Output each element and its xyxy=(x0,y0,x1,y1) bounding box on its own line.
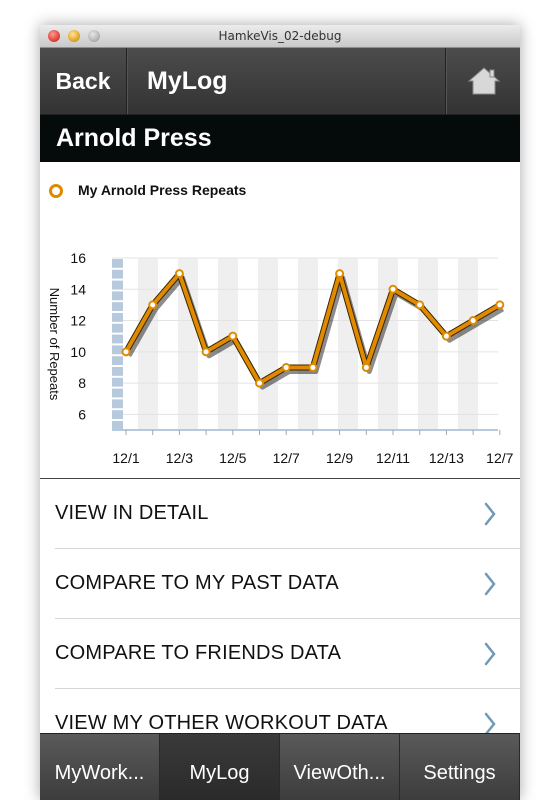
x-tick-label: 12/11 xyxy=(376,450,410,466)
x-tick-label: 12/2 xyxy=(139,475,166,478)
x-tick-label: 12/7 xyxy=(486,450,513,466)
axis-stripe xyxy=(112,334,123,344)
zoom-window-icon[interactable] xyxy=(88,30,100,42)
data-point xyxy=(228,331,238,341)
tab-4[interactable]: Settings xyxy=(400,734,520,800)
back-button[interactable]: Back xyxy=(40,48,127,114)
grid-band xyxy=(418,258,438,430)
tab-2[interactable]: MyLog xyxy=(160,734,280,800)
menu-item-label: COMPARE TO FRIENDS DATA xyxy=(55,642,342,664)
data-point xyxy=(335,269,345,279)
x-tick-label: 12/8 xyxy=(299,475,326,478)
data-point xyxy=(121,347,131,357)
tab-bar: MyWork... MyLog ViewOth... Settings xyxy=(40,733,520,800)
tab-1[interactable]: MyWork... xyxy=(40,734,160,800)
data-point xyxy=(441,331,451,341)
y-tick-label: 8 xyxy=(78,375,86,391)
menu-item-label: VIEW MY OTHER WORKOUT DATA xyxy=(55,712,388,734)
chevron-right-icon xyxy=(484,502,496,526)
home-icon xyxy=(468,67,500,95)
data-point xyxy=(148,300,158,310)
exercise-title: Arnold Press xyxy=(40,115,520,162)
axis-stripe xyxy=(112,259,123,268)
legend-label: My Arnold Press Repeats xyxy=(78,182,247,198)
axis-stripe xyxy=(112,269,123,279)
axis-stripe xyxy=(112,345,123,355)
axis-stripe xyxy=(112,291,123,301)
axis-stripe xyxy=(112,323,123,333)
y-axis-label: Number of Repeats xyxy=(47,288,62,401)
home-button[interactable] xyxy=(445,48,520,114)
axis-stripe xyxy=(112,280,123,290)
data-point xyxy=(201,347,211,357)
menu-item[interactable]: VIEW IN DETAIL xyxy=(55,478,520,549)
axis-stripe xyxy=(112,410,123,419)
axis-stripe xyxy=(112,302,123,311)
data-point xyxy=(388,284,398,294)
data-point xyxy=(495,300,505,310)
x-tick-label: 12/3 xyxy=(166,450,193,466)
app-window: HamkeVis_02-debug Back MyLog Arnold Pres… xyxy=(40,25,520,800)
line-chart: 6 8 10 12 14 16 Number of Repeats 12/1 12/3 12/5 1… xyxy=(47,250,514,478)
grid-band xyxy=(138,258,158,430)
legend-marker xyxy=(49,184,63,198)
data-point xyxy=(415,300,425,310)
axis-stripe xyxy=(112,399,123,409)
window-title: HamkeVis_02-debug xyxy=(218,29,342,43)
x-tick-label: 12/12 xyxy=(402,475,437,478)
data-point xyxy=(361,362,371,372)
x-tick-label: 12/10 xyxy=(349,475,384,478)
grid-band xyxy=(218,258,238,430)
grid-band xyxy=(458,258,478,430)
chevron-right-icon xyxy=(484,712,496,736)
axis-stripe xyxy=(112,313,123,322)
y-tick-label: 6 xyxy=(78,406,86,422)
y-tick-label: 16 xyxy=(70,250,86,266)
x-tick-label: 12/7 xyxy=(273,450,300,466)
y-tick-label: 10 xyxy=(70,344,86,360)
chevron-right-icon xyxy=(484,572,496,596)
axis-stripe xyxy=(112,421,123,430)
x-tick-label: 12/5 xyxy=(219,450,246,466)
y-tick-label: 14 xyxy=(70,281,86,297)
menu-item-label: VIEW IN DETAIL xyxy=(55,502,209,524)
repeats-chart: My Arnold Press Repeats 6 8 10 12 14 16 Number… xyxy=(40,162,520,479)
x-tick-label: 12/13 xyxy=(429,450,464,466)
grid-band xyxy=(298,258,318,430)
axis-stripe xyxy=(112,377,123,387)
nav-title: MyLog xyxy=(147,67,228,95)
x-tick-label: 12/9 xyxy=(326,450,353,466)
x-tick-label: 12/1 xyxy=(112,450,139,466)
menu-item[interactable]: COMPARE TO MY PAST DATA xyxy=(55,548,520,619)
grid-band xyxy=(178,258,198,430)
close-window-icon[interactable] xyxy=(48,30,60,42)
chevron-right-icon xyxy=(484,642,496,666)
data-point xyxy=(174,269,184,279)
grid-band xyxy=(258,258,278,430)
axis-stripe xyxy=(112,367,123,376)
minimize-window-icon[interactable] xyxy=(68,30,80,42)
grid-band xyxy=(378,258,398,430)
menu-item-label: COMPARE TO MY PAST DATA xyxy=(55,572,339,594)
menu-item[interactable]: COMPARE TO FRIENDS DATA xyxy=(55,618,520,689)
x-tick-label: 12/4 xyxy=(192,475,219,478)
nav-bar: Back MyLog xyxy=(40,48,520,115)
tab-3[interactable]: ViewOth... xyxy=(280,734,400,800)
data-point xyxy=(281,362,291,372)
axis-stripe xyxy=(112,356,123,365)
window-titlebar: HamkeVis_02-debug xyxy=(40,25,520,48)
y-tick-label: 12 xyxy=(70,313,86,329)
data-point xyxy=(468,316,478,326)
data-point xyxy=(255,378,264,388)
axis-stripe xyxy=(112,388,123,398)
grid-band xyxy=(338,258,358,430)
x-tick-label: 12/6 xyxy=(246,475,273,478)
x-tick-label: 12/14 xyxy=(456,475,491,478)
data-point xyxy=(308,362,318,372)
